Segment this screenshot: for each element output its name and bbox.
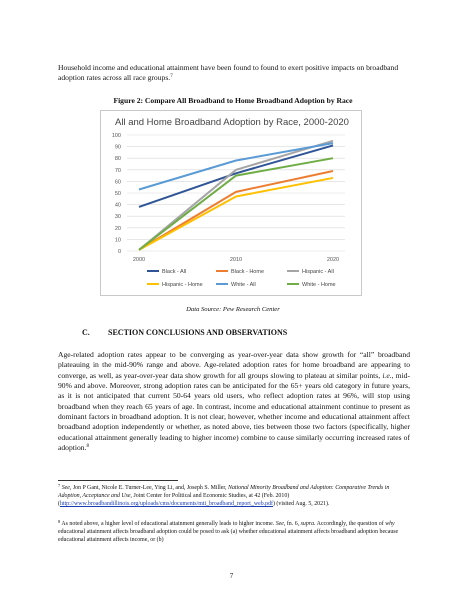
footnote-7-visited: ) (visited Aug. 5, 2021). [272, 501, 330, 507]
intro-text: Household income and educational attainm… [58, 63, 399, 82]
footnote-7: 7 See, Jon P Gant, Nicole E. Turner-Lee,… [58, 483, 410, 508]
chart-container: All and Home Broadband Adoption by Race,… [100, 110, 362, 296]
series-line-white-all [138, 142, 334, 191]
y-tick-label-0: 0 [118, 249, 121, 255]
y-tick-label-80: 80 [115, 156, 121, 162]
footnote-8-see: See, [275, 521, 286, 527]
footnote-7-see: See, [61, 485, 72, 491]
footnote-8-text-3: educational attainment affects broadband… [58, 529, 399, 543]
series-line-white-home [138, 157, 334, 251]
body-ie: i.e., [382, 370, 394, 380]
intro-paragraph: Household income and educational attainm… [58, 63, 408, 83]
y-tick-label-70: 70 [115, 168, 121, 174]
series-line-black-home [138, 169, 334, 251]
y-tick-label-20: 20 [115, 226, 121, 232]
x-tick-label-2020: 2020 [327, 257, 339, 263]
section-title: SECTION CONCLUSIONS AND OBSERVATIONS [108, 328, 288, 337]
body-paragraph: Age-related adoption rates appear to be … [58, 350, 410, 453]
x-tick-label-2000: 2000 [133, 257, 145, 263]
legend-label-black-all: Black - All [162, 269, 186, 275]
y-tick-label-90: 90 [115, 145, 121, 151]
line-chart: All and Home Broadband Adoption by Race,… [112, 117, 349, 288]
footnote-7-number: 7 [58, 483, 61, 488]
data-source: Data Source: Pew Research Center [186, 306, 280, 313]
figure-caption: Figure 2: Compare All Broadband to Home … [113, 96, 353, 105]
footnote-7-title: National Minority Broadband and Adoption… [58, 485, 390, 499]
y-tick-label-50: 50 [115, 191, 121, 197]
footnote-8: 8 As noted above, a higher level of educ… [58, 519, 410, 544]
y-tick-label-40: 40 [115, 203, 121, 209]
series-line-hispanic-home [138, 176, 334, 251]
legend-label-white-all: White - All [231, 282, 256, 288]
page-number: 7 [229, 572, 234, 580]
body-text-1: Age-related adoption rates appear to be … [58, 350, 410, 380]
y-tick-label-60: 60 [115, 179, 121, 185]
footnote-8-ref: fn. 6, [286, 521, 300, 527]
chart-title: All and Home Broadband Adoption by Race,… [115, 117, 349, 128]
footnote-8-why: why [385, 521, 395, 527]
legend-label-hispanic-all: Hispanic - All [302, 269, 334, 275]
section-letter: C. [82, 328, 90, 337]
footnote-8-text-1: As noted above, a higher level of educat… [61, 521, 275, 527]
series-line-hispanic-all [138, 139, 334, 251]
y-tick-label-100: 100 [112, 133, 121, 139]
legend-label-white-home: White - Home [302, 282, 336, 288]
footnote-8-supra: supra. [300, 521, 316, 527]
footnote-8-text-2: Accordingly, the question of [316, 521, 384, 527]
y-tick-label-10: 10 [115, 237, 121, 243]
footnote-ref-8[interactable]: 8 [86, 444, 89, 450]
legend-label-black-home: Black - Home [231, 269, 264, 275]
y-tick-label-30: 30 [115, 214, 121, 220]
footnote-7-authors: Jon P Gant, Nicole E. Turner-Lee, Ying L… [72, 485, 227, 491]
footnote-7-link[interactable]: http://www.broadbandillinois.org/uploads… [59, 501, 273, 507]
footnote-8-number: 8 [58, 519, 61, 524]
footnote-divider [58, 480, 178, 481]
legend-label-hispanic-home: Hispanic - Home [162, 282, 203, 288]
body-text-2: mid-90% and above. Moreover, strong adop… [58, 370, 410, 453]
series-line-black-all [138, 144, 334, 208]
footnote-ref-7[interactable]: 7 [170, 74, 173, 79]
section-heading: C. SECTION CONCLUSIONS AND OBSERVATIONS [82, 328, 412, 337]
x-tick-label-2010: 2010 [230, 257, 242, 263]
footnote-7-publisher: Joint Center for Political and Economic … [58, 493, 290, 507]
